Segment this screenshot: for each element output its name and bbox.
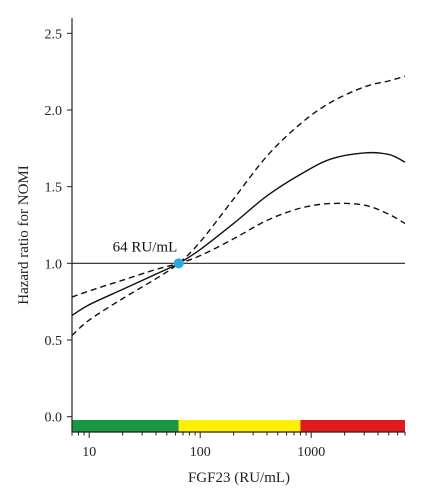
y-tick-label: 1.0 — [45, 257, 63, 272]
y-tick-label: 2.5 — [45, 27, 63, 42]
upper-ci-line — [71, 75, 406, 336]
color-bar-segment-2 — [178, 420, 301, 432]
x-tick-label: 1000 — [297, 445, 325, 460]
annotation-label: 64 RU/mL — [113, 239, 178, 255]
color-bar-segment-1 — [72, 420, 179, 432]
x-axis-title: FGF23 (RU/mL) — [188, 470, 290, 486]
lower-ci-line — [71, 202, 406, 298]
color-bar-segment-3 — [300, 420, 405, 432]
hazard-ratio-line — [71, 151, 406, 317]
y-tick-label: 2.0 — [45, 104, 63, 119]
y-tick-label: 0.0 — [45, 411, 63, 426]
cutoff-marker — [173, 258, 184, 269]
x-tick-label: 10 — [82, 445, 96, 460]
y-tick-label: 0.5 — [45, 334, 63, 349]
x-tick-label: 100 — [190, 445, 211, 460]
plot-area: 0.0 0.5 1.0 1.5 2.0 2.5 10 100 1000 64 RU/mL — [45, 18, 406, 460]
y-axis-title: Hazard ratio for NOMI — [16, 165, 32, 305]
y-tick-label: 1.5 — [45, 181, 63, 196]
